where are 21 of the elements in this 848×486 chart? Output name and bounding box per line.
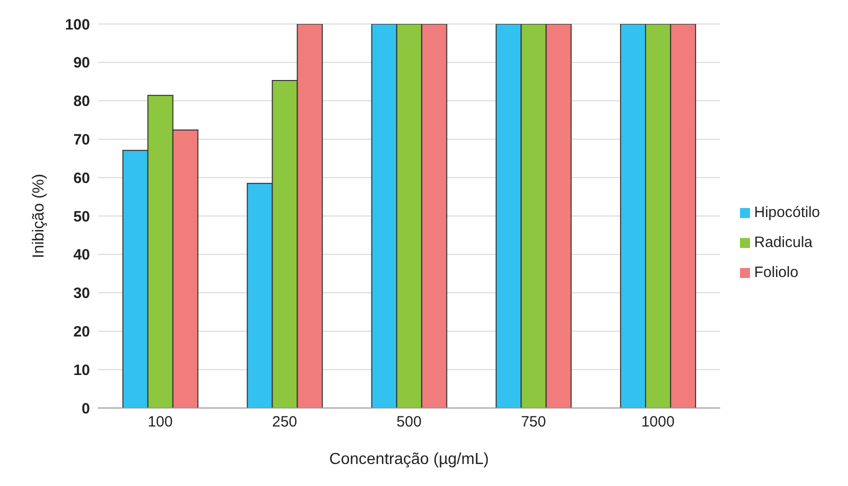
- y-tick-label: 40: [73, 246, 90, 264]
- legend-label: Hipocótilo: [754, 204, 820, 221]
- y-tick-label: 80: [73, 93, 90, 110]
- x-tick-label: 1000: [641, 414, 675, 431]
- x-tick-label: 750: [520, 414, 546, 431]
- y-tick-label: 30: [73, 285, 90, 302]
- x-axis-title: Concentração (µg/mL): [329, 451, 489, 468]
- y-tick-label: 70: [73, 132, 90, 149]
- y-tick-label: 0: [82, 400, 90, 418]
- legend-label: Radicula: [754, 234, 812, 251]
- x-tick-label: 100: [148, 414, 173, 431]
- x-tick-label: 250: [272, 414, 298, 431]
- y-tick-label: 100: [64, 16, 90, 34]
- x-tick-label: 500: [396, 414, 422, 431]
- y-tick-label: 60: [73, 170, 90, 187]
- y-tick-label: 10: [73, 362, 90, 379]
- y-tick-label: 90: [73, 54, 90, 72]
- y-axis-title: Inibição (%): [30, 174, 48, 258]
- y-tick-label: 20: [73, 324, 90, 341]
- y-tick-label: 50: [73, 208, 90, 226]
- legend-label: Foliolo: [754, 264, 798, 281]
